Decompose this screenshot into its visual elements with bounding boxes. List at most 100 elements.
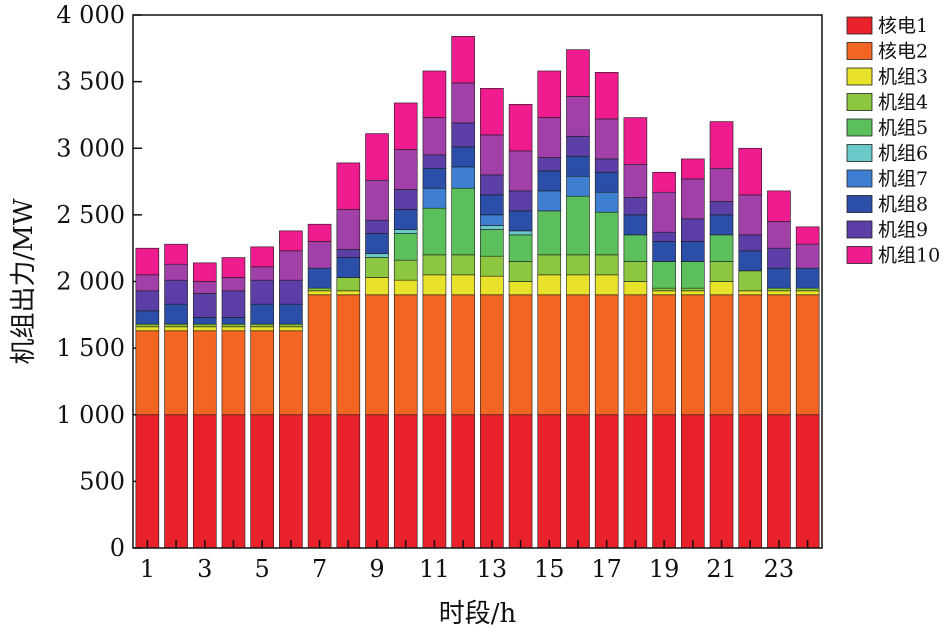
bar-segment: [508, 414, 533, 549]
x-tick-label: 21: [706, 555, 737, 583]
legend-label: 机组6: [878, 143, 928, 165]
x-tick-label: 15: [534, 555, 565, 583]
bar-segment: [508, 281, 533, 296]
legend-swatch: [846, 67, 873, 86]
bar-segment: [279, 250, 303, 281]
bar-segment: [480, 225, 504, 230]
bar-segment: [508, 150, 533, 192]
bar-segment: [566, 49, 590, 97]
bar-segment: [623, 163, 648, 198]
x-tick-label: 7: [312, 555, 327, 583]
bar-segment: [566, 95, 590, 137]
bar-segment: [709, 167, 734, 202]
bar-segment: [709, 234, 734, 262]
bar-segment: [508, 294, 533, 416]
bar-segment: [594, 414, 619, 549]
bar-segment: [594, 294, 619, 416]
bar-segment: [422, 187, 447, 209]
bar-segment: [307, 241, 332, 269]
bar-segment: [738, 290, 763, 296]
bar-segment: [336, 257, 361, 278]
bar-segment: [681, 158, 705, 180]
bar-segment: [135, 290, 160, 312]
bar-segment: [480, 194, 504, 216]
bar-segment: [480, 275, 504, 296]
bars-layer: [135, 36, 820, 549]
bar-segment: [652, 287, 676, 292]
legend-swatch: [846, 195, 873, 213]
bar-segment: [192, 414, 217, 549]
bar-segment: [709, 121, 734, 169]
y-tick-label: 0: [110, 534, 125, 562]
bar-segment: [164, 243, 188, 265]
y-tick-label: 4 000: [56, 1, 125, 29]
bar-segment: [279, 323, 303, 328]
y-tick-label: 3 000: [56, 134, 125, 162]
bar-segment: [451, 82, 475, 124]
bar-segment: [279, 414, 303, 549]
y-tick-label: 1 500: [56, 334, 125, 362]
bar-segment: [566, 414, 590, 549]
bar-segment: [451, 414, 475, 549]
bar-segment: [652, 171, 676, 193]
bar-segment: [451, 146, 475, 168]
bar-segment: [795, 226, 820, 245]
bar-segment: [221, 277, 246, 292]
bar-segment: [164, 326, 188, 332]
plot-frame: [132, 14, 823, 549]
bar-segment: [164, 323, 188, 328]
bar-segment: [451, 36, 475, 84]
bar-segment: [393, 229, 418, 234]
bar-segment: [623, 197, 648, 216]
bar-segment: [250, 323, 274, 328]
x-tick-label: 1: [140, 555, 155, 583]
bar-segment: [767, 221, 791, 249]
bar-segment: [795, 294, 820, 416]
bar-segment: [709, 261, 734, 282]
bar-segment: [537, 70, 562, 118]
bar-segment: [508, 103, 533, 152]
bar-segment: [537, 117, 562, 158]
bar-segment: [623, 234, 648, 262]
bar-segment: [623, 281, 648, 296]
bar-segment: [422, 207, 447, 256]
bar-segment: [566, 195, 590, 256]
bar-segment: [652, 294, 676, 416]
bar-segment: [451, 254, 475, 276]
bar-segment: [508, 210, 533, 232]
bar-segment: [365, 179, 389, 221]
bar-segment: [135, 323, 160, 328]
bar-segment: [221, 290, 246, 318]
bar-segment: [594, 158, 619, 173]
bar-segment: [365, 253, 389, 258]
bar-segment: [365, 294, 389, 416]
bar-segment: [307, 223, 332, 242]
x-tick-label: 9: [369, 555, 384, 583]
bar-segment: [279, 279, 303, 305]
bar-segment: [192, 323, 217, 328]
bar-segment: [738, 194, 763, 236]
bar-segment: [279, 230, 303, 252]
bar-segment: [709, 214, 734, 236]
bar-segment: [480, 229, 504, 257]
bar-segment: [221, 257, 246, 278]
bar-segment: [795, 267, 820, 289]
bar-segment: [250, 414, 274, 549]
bar-segment: [767, 414, 791, 549]
bar-segment: [566, 294, 590, 416]
bar-segment: [164, 263, 188, 281]
bar-segment: [566, 175, 590, 197]
bar-segment: [250, 266, 274, 281]
x-axis-title: 时段/h: [439, 599, 517, 629]
bar-segment: [652, 241, 676, 262]
bar-segment: [393, 102, 418, 150]
legend-swatch: [846, 246, 873, 264]
bar-segment: [594, 118, 619, 160]
bar-segment: [365, 233, 389, 254]
bar-segment: [135, 414, 160, 549]
bar-segment: [681, 294, 705, 416]
bar-segment: [594, 171, 619, 193]
legend-label: 机组5: [878, 117, 928, 139]
bar-segment: [738, 414, 763, 549]
legend-swatch: [846, 169, 873, 188]
